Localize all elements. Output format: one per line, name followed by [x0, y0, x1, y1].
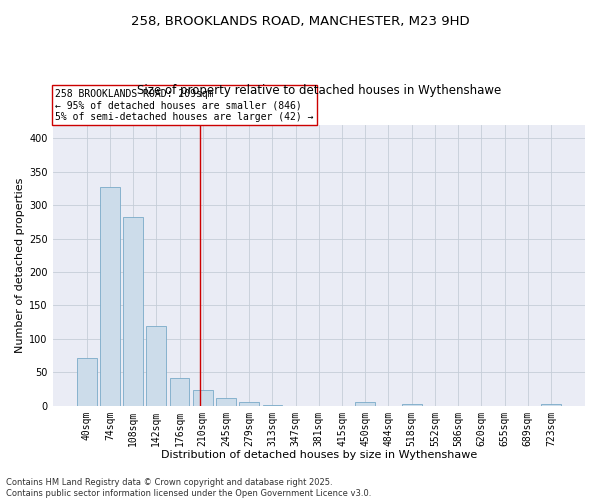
X-axis label: Distribution of detached houses by size in Wythenshawe: Distribution of detached houses by size …: [161, 450, 477, 460]
Bar: [541, 404, 561, 406]
Bar: [355, 402, 375, 406]
Bar: [77, 358, 97, 406]
Bar: [239, 402, 259, 406]
Bar: [123, 216, 143, 406]
Bar: [263, 405, 282, 406]
Bar: [402, 404, 422, 406]
Bar: [100, 187, 120, 406]
Title: Size of property relative to detached houses in Wythenshawe: Size of property relative to detached ho…: [137, 84, 501, 98]
Bar: [193, 390, 212, 406]
Text: 258, BROOKLANDS ROAD, MANCHESTER, M23 9HD: 258, BROOKLANDS ROAD, MANCHESTER, M23 9H…: [131, 15, 469, 28]
Text: Contains HM Land Registry data © Crown copyright and database right 2025.
Contai: Contains HM Land Registry data © Crown c…: [6, 478, 371, 498]
Y-axis label: Number of detached properties: Number of detached properties: [15, 178, 25, 353]
Bar: [146, 326, 166, 406]
Bar: [170, 378, 190, 406]
Text: 258 BROOKLANDS ROAD: 209sqm
← 95% of detached houses are smaller (846)
5% of sem: 258 BROOKLANDS ROAD: 209sqm ← 95% of det…: [55, 88, 314, 122]
Bar: [216, 398, 236, 406]
